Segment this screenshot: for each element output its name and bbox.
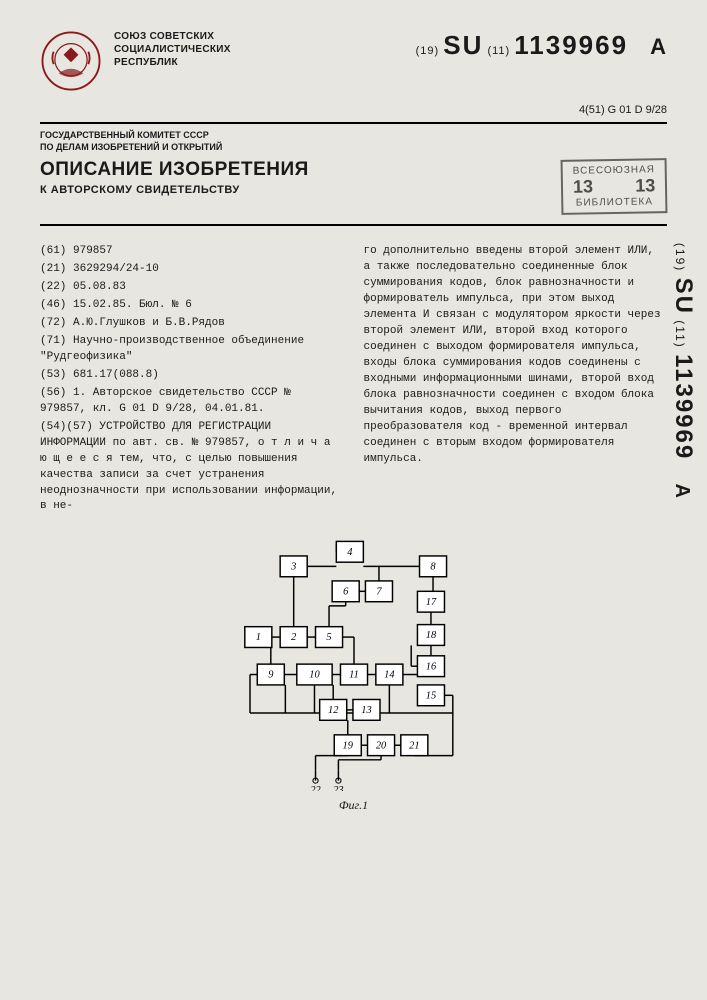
svg-text:14: 14 bbox=[384, 670, 394, 681]
document-header: СОЮЗ СОВЕТСКИХ СОЦИАЛИСТИЧЕСКИХ РЕСПУБЛИ… bbox=[40, 30, 667, 92]
svg-text:15: 15 bbox=[425, 691, 435, 702]
svg-text:17: 17 bbox=[425, 597, 436, 608]
patent-mid: (11) bbox=[487, 45, 510, 57]
svg-text:23: 23 bbox=[333, 785, 343, 791]
biblio-72: (72) А.Ю.Глушков и Б.В.Рядов bbox=[40, 316, 344, 332]
svg-text:18: 18 bbox=[425, 630, 436, 641]
patent-country: SU bbox=[443, 30, 483, 60]
svg-text:3: 3 bbox=[290, 562, 296, 573]
column-right: го дополнительно введены второй элемент … bbox=[364, 244, 668, 517]
patent-prefix: (19) bbox=[416, 45, 440, 57]
stamp-num-left: 13 bbox=[573, 177, 593, 198]
patent-suffix: A bbox=[650, 34, 667, 59]
svg-text:21: 21 bbox=[409, 741, 419, 752]
divider bbox=[40, 122, 667, 124]
svg-text:22: 22 bbox=[310, 785, 320, 791]
svg-text:2: 2 bbox=[291, 633, 296, 644]
document-subtitle: К АВТОРСКОМУ СВИДЕТЕЛЬСТВУ bbox=[40, 184, 551, 196]
svg-text:10: 10 bbox=[309, 670, 320, 681]
svg-text:9: 9 bbox=[268, 670, 274, 681]
biblio-54: (54)(57) УСТРОЙСТВО ДЛЯ РЕГИСТРАЦИИ ИНФО… bbox=[40, 420, 344, 516]
column-left: (61) 979857 (21) 3629294/24-10 (22) 05.0… bbox=[40, 244, 344, 517]
abstract-continued: го дополнительно введены второй элемент … bbox=[364, 244, 668, 467]
side-mid: (11) bbox=[673, 320, 687, 348]
document-title: ОПИСАНИЕ ИЗОБРЕТЕНИЯ bbox=[40, 159, 551, 181]
svg-text:7: 7 bbox=[376, 587, 382, 598]
svg-text:4: 4 bbox=[347, 547, 352, 558]
svg-text:11: 11 bbox=[349, 670, 359, 681]
ussr-emblem-icon bbox=[40, 30, 102, 92]
biblio-61: (61) 979857 bbox=[40, 244, 344, 260]
biblio-53: (53) 681.17(088.8) bbox=[40, 368, 344, 384]
side-country: SU bbox=[670, 278, 697, 315]
svg-text:1: 1 bbox=[255, 633, 260, 644]
side-patent-code: (19) SU (11) 1139969 A bbox=[669, 243, 697, 500]
side-number: 1139969 bbox=[670, 354, 697, 460]
biblio-56: (56) 1. Авторское свидетельство СССР № 9… bbox=[40, 386, 344, 418]
biblio-54-label: (54)(57) bbox=[40, 421, 99, 433]
svg-text:8: 8 bbox=[430, 562, 436, 573]
svg-text:12: 12 bbox=[328, 705, 338, 716]
svg-text:5: 5 bbox=[326, 633, 331, 644]
patent-number: 1139969 bbox=[514, 30, 628, 60]
svg-text:13: 13 bbox=[361, 705, 371, 716]
biblio-22: (22) 05.08.83 bbox=[40, 280, 344, 296]
committee-name: ГОСУДАРСТВЕННЫЙ КОМИТЕТ СССР ПО ДЕЛАМ ИЗ… bbox=[40, 130, 667, 153]
body-columns: (61) 979857 (21) 3629294/24-10 (22) 05.0… bbox=[40, 244, 667, 517]
issuer-name: СОЮЗ СОВЕТСКИХ СОЦИАЛИСТИЧЕСКИХ РЕСПУБЛИ… bbox=[114, 30, 404, 69]
biblio-46: (46) 15.02.85. Бюл. № 6 bbox=[40, 298, 344, 314]
block-diagram: 123456789101112131415161718192021 2223 bbox=[214, 531, 494, 791]
biblio-71: (71) Научно-производственное объединение… bbox=[40, 334, 344, 366]
svg-text:19: 19 bbox=[342, 741, 353, 752]
svg-text:16: 16 bbox=[425, 662, 436, 673]
patent-identifier: (19) SU (11) 1139969 A bbox=[416, 30, 667, 61]
svg-text:6: 6 bbox=[343, 587, 349, 598]
side-suffix: A bbox=[671, 484, 693, 500]
divider bbox=[40, 224, 667, 226]
ipc-classification: 4(51) G 01 D 9/28 bbox=[40, 104, 667, 116]
stamp-line3: БИБЛИОТЕКА bbox=[573, 197, 655, 209]
svg-text:20: 20 bbox=[375, 741, 386, 752]
library-stamp: ВСЕСОЮЗНАЯ 13 13 БИБЛИОТЕКА bbox=[560, 158, 667, 215]
side-prefix: (19) bbox=[673, 243, 687, 272]
figure-label: Фиг.1 bbox=[40, 798, 667, 813]
biblio-21: (21) 3629294/24-10 bbox=[40, 262, 344, 278]
figure-1: 123456789101112131415161718192021 2223 Ф… bbox=[40, 531, 667, 813]
stamp-num-right: 13 bbox=[635, 176, 655, 197]
